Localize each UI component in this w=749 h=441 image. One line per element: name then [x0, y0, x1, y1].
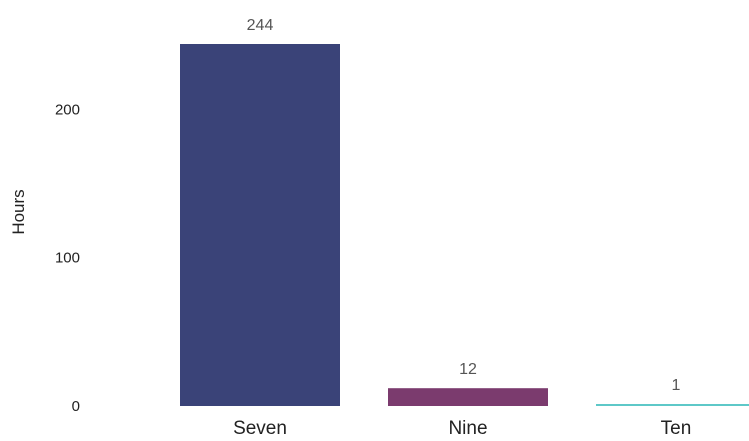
y-axis-ticks: 0 100 200	[55, 101, 80, 415]
x-tick-label-ten: Ten	[661, 418, 692, 439]
data-label-nine: 12	[459, 361, 477, 378]
x-tick-label-seven: Seven	[233, 418, 287, 439]
y-axis-title: Hours	[9, 189, 28, 234]
x-tick-label-nine: Nine	[448, 418, 487, 439]
data-label-seven: 244	[247, 17, 274, 34]
bars	[180, 44, 749, 406]
y-tick-label: 100	[55, 250, 80, 267]
bar-seven	[180, 44, 340, 406]
y-tick-label: 200	[55, 101, 80, 118]
bar-ten	[596, 404, 749, 406]
data-label-ten: 1	[672, 377, 681, 394]
data-labels: 244 12 1	[247, 17, 681, 394]
x-axis-ticks: Seven Nine Ten	[233, 418, 691, 439]
bar-nine	[388, 388, 548, 406]
y-tick-label: 0	[72, 398, 80, 415]
